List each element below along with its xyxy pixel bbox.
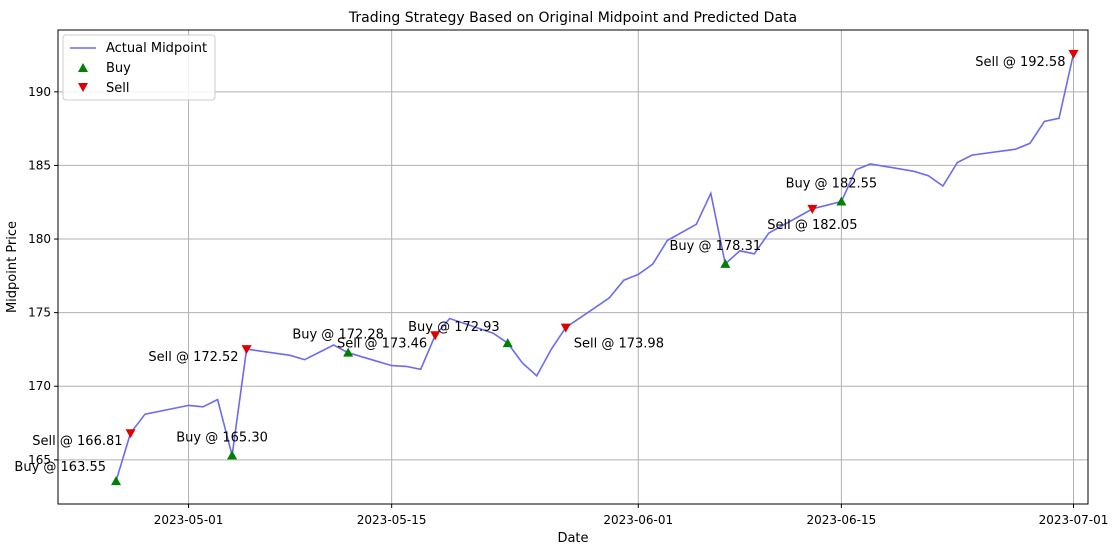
trade-markers [111,49,1079,486]
x-axis-label: Date [557,531,588,546]
legend-box [62,34,216,101]
sell-marker [125,429,136,439]
trade-labels: Buy @ 163.55 Buy @ 165.30 Buy @ 172.28 Buy … [14,55,1065,475]
y-tick-label: 180 [28,232,51,246]
sell-marker [560,323,571,333]
buy-label: Buy @ 172.93 [408,320,500,335]
buy-marker [502,338,513,348]
sell-label: Sell @ 173.46 [337,336,427,351]
x-axis-ticks: 2023-05-01 2023-05-15 2023-06-01 2023-06-15… [154,504,1109,527]
buy-label: Buy @ 165.30 [176,430,268,445]
buy-label: Buy @ 182.55 [786,176,878,191]
buy-label: Buy @ 178.31 [670,239,762,254]
x-tick-label: 2023-07-01 [1039,513,1109,527]
y-axis-label: Midpoint Price [5,221,20,313]
sell-marker [241,345,252,355]
sell-label: Sell @ 173.98 [574,337,664,352]
buy-label: Buy @ 163.55 [14,460,106,475]
x-tick-label: 2023-05-01 [154,513,224,527]
legend-buy-swatch [78,63,88,72]
legend-label-actual-midpoint: Actual Midpoint [106,41,207,56]
x-tick-label: 2023-06-15 [807,513,877,527]
legend-label-sell: Sell [106,81,129,96]
y-tick-label: 175 [28,306,51,320]
grid-lines [58,30,1088,504]
y-tick-label: 190 [28,85,51,99]
sell-marker [1068,49,1079,59]
sell-label: Sell @ 182.05 [767,218,857,233]
buy-marker [343,347,354,357]
y-tick-label: 185 [28,158,51,172]
x-tick-label: 2023-05-15 [357,513,427,527]
buy-marker [836,196,847,206]
sell-label: Sell @ 166.81 [32,434,122,449]
buy-marker [227,450,238,460]
y-tick-label: 170 [28,379,51,393]
series-line-actual-midpoint [115,53,1075,482]
x-tick-label: 2023-06-01 [603,513,673,527]
legend: Actual Midpoint Buy Sell [62,34,216,101]
buy-marker [111,476,122,486]
legend-label-buy: Buy [106,61,131,76]
series-lines [115,53,1075,482]
legend-sell-swatch [78,83,88,92]
buy-label: Buy @ 172.28 [292,328,384,343]
buy-marker [720,258,731,268]
sell-marker [430,331,441,341]
y-axis-ticks: 165 170 175 180 185 190 [28,85,58,467]
plot-area-frame [57,29,1089,505]
sell-label: Sell @ 192.58 [975,55,1065,70]
y-tick-label: 165 [28,453,51,467]
sell-marker [807,204,818,214]
chart-title: Trading Strategy Based on Original Midpo… [348,10,797,26]
sell-label: Sell @ 172.52 [148,350,238,365]
